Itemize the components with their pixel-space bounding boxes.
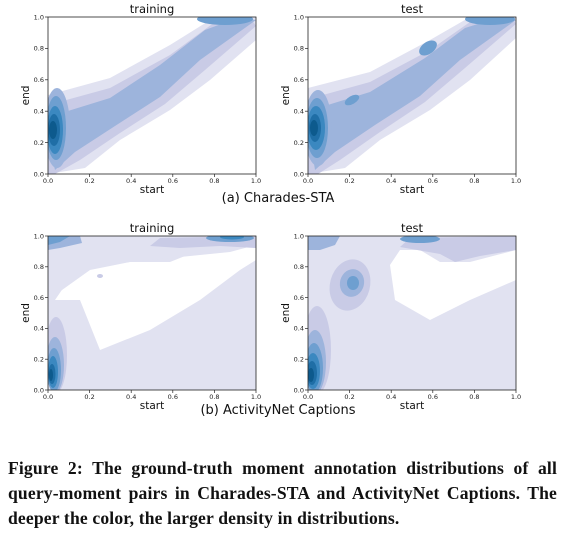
y-tick-label: 0.2 [34, 356, 44, 364]
y-tick-label: 0.6 [294, 76, 304, 84]
x-tick-label: 1.0 [251, 177, 261, 185]
x-axis-label: start [400, 184, 424, 196]
x-tick-label: 0.8 [469, 177, 479, 185]
density-level-8 [49, 121, 57, 139]
x-axis-label: start [140, 400, 164, 412]
x-tick-label: 1.0 [511, 177, 521, 185]
y-axis-label: end [20, 86, 32, 106]
x-tick-label: 0.4 [386, 177, 396, 185]
y-tick-label: 0.8 [294, 263, 304, 271]
density-level-1 [308, 236, 516, 390]
x-tick-label: 0.0 [303, 393, 313, 401]
y-tick-label: 0.2 [294, 139, 304, 147]
axes-frame [307, 16, 517, 175]
y-tick-label: 0.4 [294, 108, 304, 116]
density-blob [419, 40, 437, 56]
density-top-right-2 [400, 236, 440, 243]
y-tick-label: 0.2 [34, 139, 44, 147]
y-tick-label: 0.4 [34, 108, 44, 116]
subcaption-a: (a) Charades-STA [221, 191, 335, 206]
y-tick-label: 1.0 [34, 13, 44, 21]
density-level-3 [310, 17, 516, 170]
x-tick-label: 0.4 [126, 177, 136, 185]
y-tick-label: 0.0 [294, 170, 304, 178]
y-tick-label: 0.6 [294, 294, 304, 302]
y-tick-label: 0.4 [294, 325, 304, 333]
y-axis-label: end [20, 303, 32, 323]
density-level-7 [49, 369, 53, 381]
axes-frame [47, 235, 257, 391]
panel-title: training [130, 221, 175, 235]
x-tick-label: 0.2 [344, 177, 354, 185]
density-plot [48, 17, 256, 174]
x-tick-label: 0.6 [168, 177, 178, 185]
density-level-1b [48, 260, 256, 390]
panel-title: test [401, 2, 424, 16]
y-axis-label: end [280, 303, 292, 323]
density-peak-top [197, 17, 253, 25]
density-top-left [308, 236, 340, 250]
panel-title: training [130, 2, 175, 16]
y-tick-label: 0.2 [294, 356, 304, 364]
density-level-3 [48, 17, 256, 170]
y-tick-label: 0.8 [34, 263, 44, 271]
x-tick-label: 0.2 [344, 393, 354, 401]
x-tick-label: 0.8 [469, 393, 479, 401]
density-plot [308, 236, 516, 390]
y-tick-label: 1.0 [294, 13, 304, 21]
y-tick-label: 0.8 [34, 45, 44, 53]
x-tick-label: 0.8 [209, 177, 219, 185]
panel-charades-test [307, 16, 517, 175]
figure-panels: trainingstartend0.00.00.20.20.40.40.60.6… [20, 2, 521, 412]
panel-activitynet-test [307, 235, 517, 391]
axes-frame [307, 235, 517, 391]
density-blob [344, 94, 360, 106]
panel-title: test [401, 221, 424, 235]
x-tick-label: 0.6 [428, 393, 438, 401]
y-tick-label: 1.0 [294, 232, 304, 240]
x-tick-label: 0.2 [84, 177, 94, 185]
density-level-8 [310, 120, 318, 136]
y-tick-label: 0.6 [34, 294, 44, 302]
y-tick-label: 0.0 [34, 386, 44, 394]
x-axis-label: start [140, 184, 164, 196]
y-tick-label: 1.0 [34, 232, 44, 240]
density-dot [97, 274, 103, 278]
x-tick-label: 0.0 [303, 177, 313, 185]
subcaption-b: (b) ActivityNet Captions [200, 403, 356, 418]
density-plot [308, 17, 516, 174]
x-tick-label: 0.0 [43, 393, 53, 401]
panel-activitynet-training [47, 235, 257, 391]
density-top-right-3 [220, 236, 244, 240]
figure-caption: Figure 2: The ground-truth moment annota… [8, 458, 557, 528]
x-axis-label: start [400, 400, 424, 412]
y-tick-label: 0.4 [34, 325, 44, 333]
x-tick-label: 1.0 [511, 393, 521, 401]
density-plot [48, 236, 256, 390]
density-peak-top [465, 17, 515, 25]
y-axis-label: end [280, 86, 292, 106]
axis-labels-layer: trainingstartend0.00.00.20.20.40.40.60.6… [20, 2, 521, 412]
x-tick-label: 0.0 [43, 177, 53, 185]
x-tick-label: 1.0 [251, 393, 261, 401]
x-tick-label: 0.6 [168, 393, 178, 401]
x-tick-label: 0.4 [126, 393, 136, 401]
x-tick-label: 0.8 [209, 393, 219, 401]
y-tick-label: 0.0 [34, 170, 44, 178]
x-tick-label: 0.6 [428, 177, 438, 185]
density-level-1c [48, 236, 256, 390]
y-tick-label: 0.8 [294, 45, 304, 53]
axes-frame [47, 16, 257, 175]
density-top-left-core [48, 236, 70, 245]
y-tick-label: 0.6 [34, 76, 44, 84]
panel-charades-training [47, 16, 257, 175]
x-tick-label: 0.2 [84, 393, 94, 401]
density-blob-3 [347, 276, 359, 290]
y-tick-label: 0.0 [294, 386, 304, 394]
x-tick-label: 0.4 [386, 393, 396, 401]
density-level-7 [308, 368, 314, 382]
